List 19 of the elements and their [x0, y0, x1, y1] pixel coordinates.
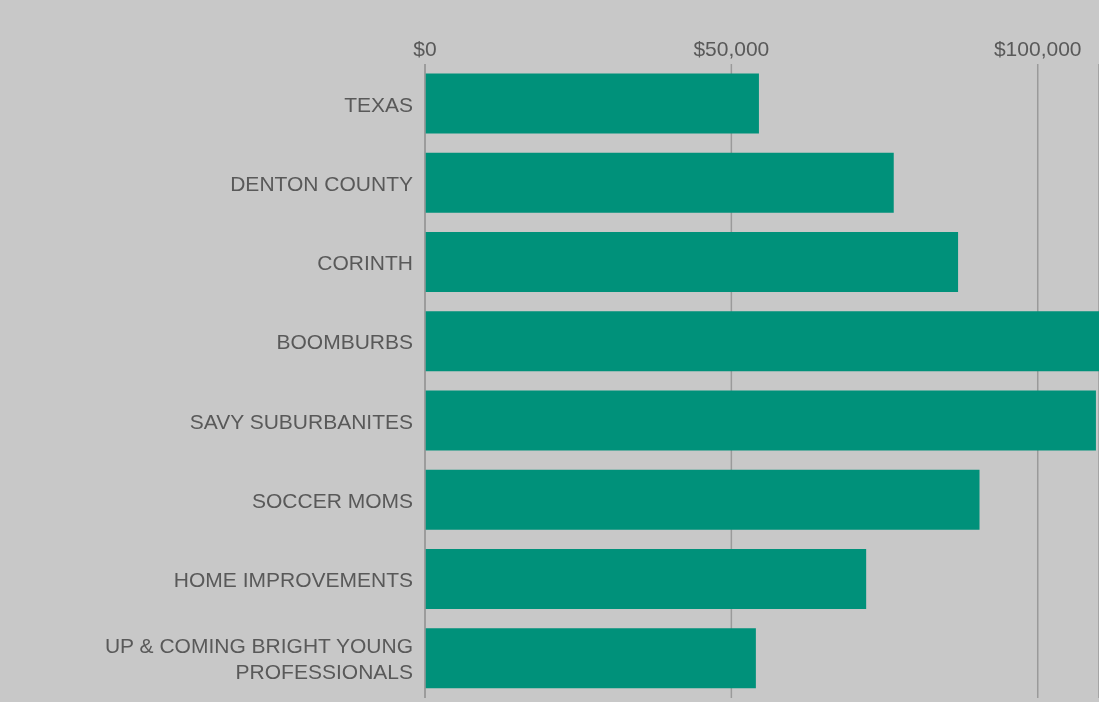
bar — [425, 73, 759, 134]
bar — [425, 549, 867, 610]
bar — [425, 628, 756, 689]
y-tick-label: SOCCER MOMS — [251, 488, 413, 512]
bar — [425, 311, 1099, 372]
bar — [425, 232, 959, 293]
y-tick-label: BOOMBURBS — [276, 329, 413, 353]
bar — [425, 469, 980, 530]
x-tick-label: $0 — [413, 37, 437, 60]
x-tick-label: $50,000 — [693, 37, 770, 60]
bar — [425, 390, 1096, 451]
y-tick-label: UP & COMING BRIGHT YOUNG PROFESSIONALS — [104, 633, 413, 683]
y-tick-label: HOME IMPROVEMENTS — [173, 567, 413, 591]
bar — [425, 152, 894, 213]
x-tick-label: $100,000 — [993, 37, 1082, 60]
y-tick-label: DENTON COUNTY — [230, 171, 413, 195]
y-tick-label: SAVY SUBURBANITES — [189, 409, 413, 433]
y-tick-label: TEXAS — [344, 92, 413, 116]
y-tick-label: CORINTH — [317, 250, 413, 274]
